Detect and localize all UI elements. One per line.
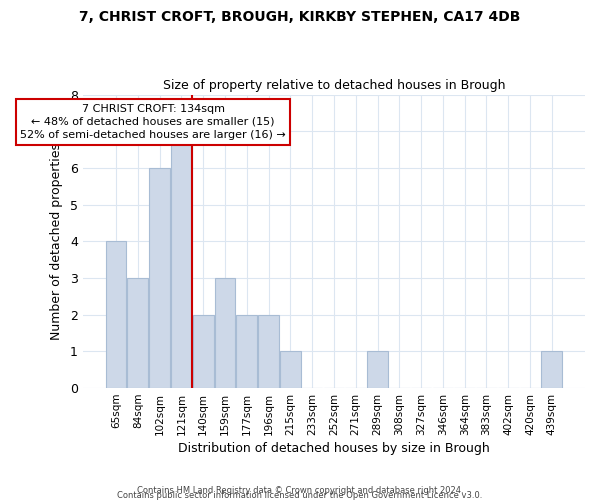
Bar: [127, 278, 148, 388]
Bar: [193, 314, 214, 388]
Bar: [367, 352, 388, 388]
Bar: [236, 314, 257, 388]
Bar: [541, 352, 562, 388]
Bar: [215, 278, 235, 388]
Y-axis label: Number of detached properties: Number of detached properties: [50, 143, 63, 340]
Text: Contains public sector information licensed under the Open Government Licence v3: Contains public sector information licen…: [118, 490, 482, 500]
Bar: [106, 242, 127, 388]
Text: Contains HM Land Registry data © Crown copyright and database right 2024.: Contains HM Land Registry data © Crown c…: [137, 486, 463, 495]
Bar: [171, 131, 192, 388]
Bar: [280, 352, 301, 388]
X-axis label: Distribution of detached houses by size in Brough: Distribution of detached houses by size …: [178, 442, 490, 455]
Text: 7 CHRIST CROFT: 134sqm
← 48% of detached houses are smaller (15)
52% of semi-det: 7 CHRIST CROFT: 134sqm ← 48% of detached…: [20, 104, 286, 140]
Bar: [149, 168, 170, 388]
Title: Size of property relative to detached houses in Brough: Size of property relative to detached ho…: [163, 79, 505, 92]
Text: 7, CHRIST CROFT, BROUGH, KIRKBY STEPHEN, CA17 4DB: 7, CHRIST CROFT, BROUGH, KIRKBY STEPHEN,…: [79, 10, 521, 24]
Bar: [258, 314, 279, 388]
